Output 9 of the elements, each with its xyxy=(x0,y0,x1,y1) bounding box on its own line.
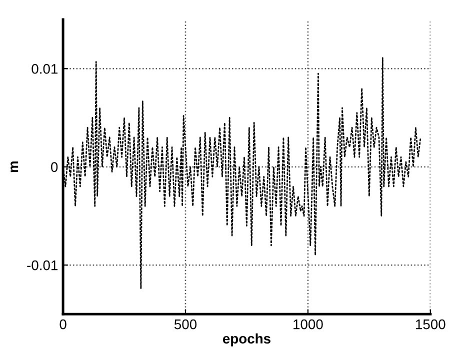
y-tick-label: 0 xyxy=(51,162,58,172)
x-axis-title: epochs xyxy=(222,333,270,346)
y-tick-label: 0.01 xyxy=(32,64,58,74)
x-tick-label: 1000 xyxy=(294,319,323,330)
x-tick-label: 0 xyxy=(60,319,66,330)
x-tick-label: 1500 xyxy=(416,319,446,330)
y-axis-title: m xyxy=(10,162,18,172)
y-tick-label: -0.01 xyxy=(27,260,58,270)
x-tick-label: 500 xyxy=(174,319,197,330)
